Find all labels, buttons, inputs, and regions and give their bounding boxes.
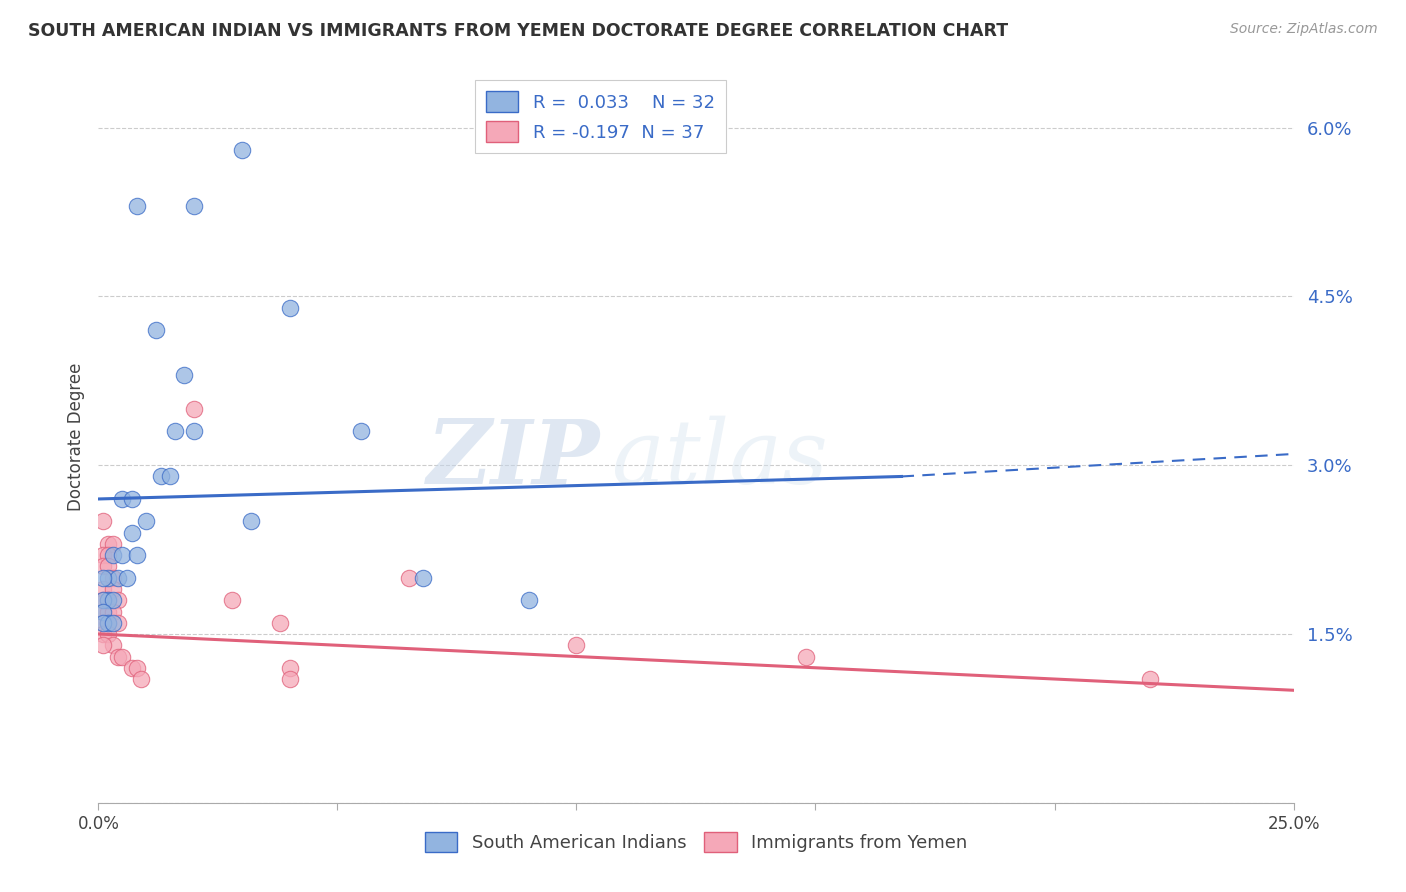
Point — [183, 425, 205, 439]
Point — [101, 537, 124, 551]
Point — [221, 593, 243, 607]
Point — [107, 615, 129, 630]
Point — [121, 661, 143, 675]
Point — [159, 469, 181, 483]
Point — [101, 582, 124, 596]
Point — [107, 649, 129, 664]
Point — [115, 571, 138, 585]
Point — [173, 368, 195, 383]
Text: atlas: atlas — [613, 416, 828, 502]
Point — [91, 615, 114, 630]
Point — [794, 649, 817, 664]
Point — [91, 593, 114, 607]
Point — [91, 571, 114, 585]
Point — [121, 491, 143, 506]
Point — [101, 571, 124, 585]
Point — [231, 143, 253, 157]
Point — [91, 515, 114, 529]
Point — [111, 491, 134, 506]
Point — [91, 638, 114, 652]
Point — [412, 571, 434, 585]
Point — [145, 323, 167, 337]
Point — [125, 199, 148, 213]
Point — [91, 548, 114, 562]
Point — [1139, 672, 1161, 686]
Point — [111, 649, 134, 664]
Point — [163, 425, 186, 439]
Point — [101, 638, 124, 652]
Point — [101, 593, 124, 607]
Point — [91, 627, 114, 641]
Text: SOUTH AMERICAN INDIAN VS IMMIGRANTS FROM YEMEN DOCTORATE DEGREE CORRELATION CHAR: SOUTH AMERICAN INDIAN VS IMMIGRANTS FROM… — [28, 22, 1008, 40]
Point — [91, 605, 114, 619]
Point — [97, 537, 120, 551]
Point — [97, 627, 120, 641]
Point — [278, 301, 301, 315]
Point — [149, 469, 172, 483]
Point — [269, 615, 291, 630]
Point — [107, 571, 129, 585]
Point — [91, 615, 114, 630]
Point — [183, 401, 205, 416]
Point — [121, 525, 143, 540]
Point — [97, 559, 120, 574]
Point — [111, 548, 134, 562]
Point — [101, 615, 124, 630]
Point — [91, 593, 114, 607]
Y-axis label: Doctorate Degree: Doctorate Degree — [66, 363, 84, 511]
Legend: South American Indians, Immigrants from Yemen: South American Indians, Immigrants from … — [418, 824, 974, 860]
Point — [350, 425, 373, 439]
Point — [135, 515, 157, 529]
Point — [565, 638, 588, 652]
Point — [240, 515, 263, 529]
Point — [278, 672, 301, 686]
Point — [97, 605, 120, 619]
Point — [131, 672, 153, 686]
Point — [97, 615, 120, 630]
Point — [97, 615, 120, 630]
Text: Source: ZipAtlas.com: Source: ZipAtlas.com — [1230, 22, 1378, 37]
Point — [125, 548, 148, 562]
Point — [97, 548, 120, 562]
Text: ZIP: ZIP — [427, 416, 600, 502]
Point — [91, 559, 114, 574]
Point — [517, 593, 540, 607]
Point — [278, 661, 301, 675]
Point — [125, 661, 148, 675]
Point — [107, 593, 129, 607]
Point — [101, 605, 124, 619]
Point — [97, 593, 120, 607]
Point — [101, 548, 124, 562]
Point — [97, 571, 120, 585]
Point — [91, 582, 114, 596]
Point — [91, 605, 114, 619]
Point — [183, 199, 205, 213]
Point — [398, 571, 420, 585]
Point — [97, 593, 120, 607]
